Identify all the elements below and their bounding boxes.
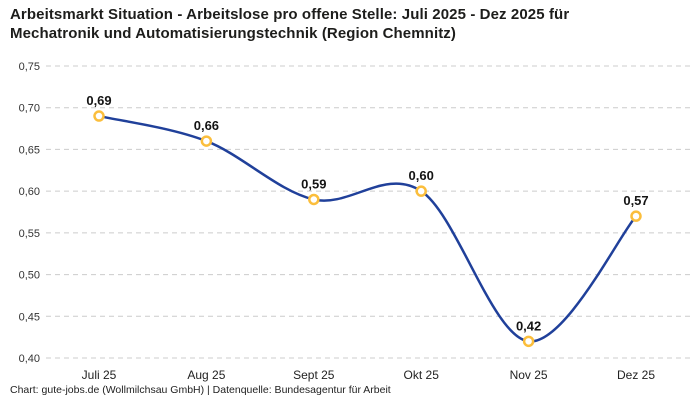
y-tick-label: 0,55 — [19, 228, 40, 240]
x-tick-label: Sept 25 — [293, 368, 335, 382]
chart-attribution: Chart: gute-jobs.de (Wollmilchsau GmbH) … — [10, 384, 391, 396]
data-point-marker[interactable] — [630, 210, 642, 222]
line-chart: 0,40 0,45 0,50 0,55 0,60 0,65 0,70 0,75 Juli 25 A… — [19, 61, 692, 382]
y-tick-label: 0,65 — [19, 144, 40, 156]
data-point-marker[interactable] — [522, 335, 535, 348]
data-point-label: 0,59 — [301, 176, 326, 191]
line-path — [97, 114, 638, 343]
y-tick-label: 0,75 — [19, 61, 40, 73]
data-point-label: 0,60 — [409, 168, 434, 183]
data-point-label: 0,69 — [86, 93, 111, 108]
data-point-marker[interactable] — [200, 135, 213, 147]
x-tick-label: Aug 25 — [187, 368, 225, 382]
data-point-label: 0,57 — [623, 193, 648, 208]
y-tick-label: 0,60 — [19, 186, 40, 198]
y-tick-label: 0,70 — [19, 103, 40, 115]
x-tick-label: Okt 25 — [404, 368, 440, 382]
y-tick-label: 0,45 — [19, 311, 40, 323]
x-tick-label: Juli 25 — [82, 368, 117, 382]
data-point-marker[interactable] — [415, 185, 427, 197]
chart-title: Arbeitsmarkt Situation - Arbeitslose pro… — [10, 6, 570, 42]
y-tick-label: 0,40 — [19, 353, 40, 365]
data-point-label: 0,42 — [516, 318, 541, 333]
y-tick-label: 0,50 — [19, 270, 40, 282]
data-point-label: 0,66 — [194, 118, 219, 133]
data-point-marker[interactable] — [93, 110, 105, 122]
x-tick-label: Nov 25 — [510, 368, 548, 382]
x-tick-label: Dez 25 — [617, 368, 655, 382]
data-point-marker[interactable] — [308, 193, 320, 206]
